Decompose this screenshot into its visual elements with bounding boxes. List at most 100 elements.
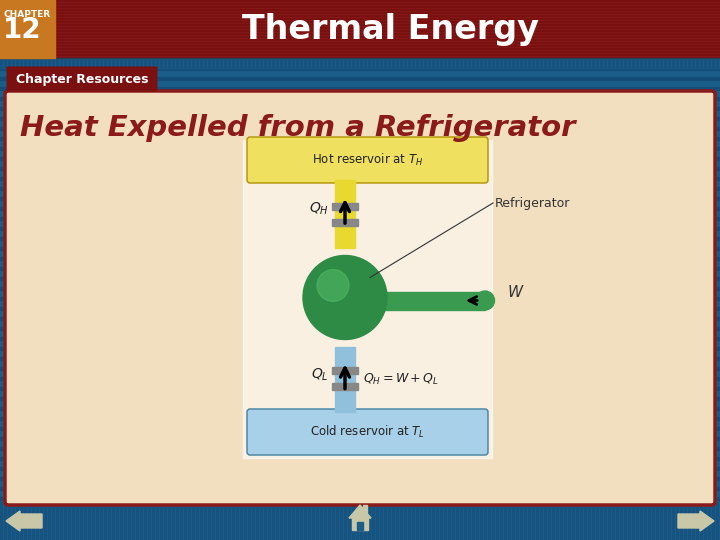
Bar xyxy=(0,527,720,530)
Bar xyxy=(0,132,720,135)
Bar xyxy=(120,58,122,68)
Bar xyxy=(432,502,434,540)
Bar xyxy=(0,192,720,195)
Bar xyxy=(0,182,720,185)
Bar xyxy=(536,58,538,68)
Bar xyxy=(0,97,720,100)
Bar xyxy=(512,58,514,68)
Bar xyxy=(508,58,510,68)
Bar xyxy=(448,58,450,68)
Bar xyxy=(8,502,10,540)
Bar xyxy=(524,502,526,540)
Bar xyxy=(0,297,720,300)
Bar xyxy=(0,292,720,295)
Bar xyxy=(80,502,82,540)
Circle shape xyxy=(475,291,495,310)
Bar xyxy=(708,502,710,540)
Bar xyxy=(492,58,494,68)
Bar xyxy=(308,58,310,68)
Bar xyxy=(0,27,720,28)
Bar xyxy=(104,58,106,68)
Bar xyxy=(156,502,158,540)
Bar xyxy=(696,502,698,540)
Bar xyxy=(596,502,598,540)
Bar xyxy=(424,58,426,68)
Bar xyxy=(0,507,720,510)
FancyBboxPatch shape xyxy=(247,409,488,455)
Bar xyxy=(552,58,554,68)
Bar xyxy=(20,502,22,540)
Bar xyxy=(0,492,720,495)
Bar xyxy=(340,58,342,68)
Text: Hot reservoir at $T_H$: Hot reservoir at $T_H$ xyxy=(312,152,423,168)
Bar xyxy=(0,312,720,315)
Bar xyxy=(88,58,90,68)
Bar xyxy=(572,58,574,68)
Bar xyxy=(392,58,394,68)
Bar xyxy=(588,502,590,540)
Bar xyxy=(636,502,638,540)
Bar xyxy=(264,58,266,68)
Bar xyxy=(0,382,720,385)
Bar xyxy=(80,58,82,68)
Bar xyxy=(0,9,720,10)
Bar xyxy=(36,58,38,68)
Bar xyxy=(0,472,720,475)
FancyBboxPatch shape xyxy=(247,137,488,183)
Bar xyxy=(256,502,258,540)
Bar xyxy=(192,58,194,68)
Bar xyxy=(444,58,446,68)
Bar xyxy=(504,502,506,540)
Text: Refrigerator: Refrigerator xyxy=(495,197,570,210)
Bar xyxy=(72,58,74,68)
Bar xyxy=(116,58,118,68)
Bar xyxy=(363,505,367,513)
Bar xyxy=(0,187,720,190)
Bar xyxy=(688,58,690,68)
Bar xyxy=(0,92,720,95)
Bar xyxy=(108,58,110,68)
Bar xyxy=(656,58,658,68)
Bar xyxy=(676,58,678,68)
Bar xyxy=(608,58,610,68)
Bar xyxy=(716,58,718,68)
Bar xyxy=(440,58,442,68)
Bar xyxy=(188,58,190,68)
Bar xyxy=(656,502,658,540)
Bar xyxy=(560,502,562,540)
Bar xyxy=(0,262,720,265)
Bar xyxy=(0,342,720,345)
Text: Cold reservoir at $T_L$: Cold reservoir at $T_L$ xyxy=(310,424,425,440)
Bar xyxy=(456,58,458,68)
Bar xyxy=(600,58,602,68)
Bar xyxy=(0,487,720,490)
Bar xyxy=(364,58,366,68)
Bar xyxy=(532,58,534,68)
Bar xyxy=(332,58,334,68)
Bar xyxy=(596,58,598,68)
Bar xyxy=(84,58,86,68)
Bar xyxy=(0,45,720,46)
Bar xyxy=(180,58,182,68)
Bar xyxy=(28,502,30,540)
Bar xyxy=(64,58,66,68)
Bar xyxy=(212,58,214,68)
Bar xyxy=(0,117,720,120)
Bar xyxy=(0,197,720,200)
Bar xyxy=(600,502,602,540)
Bar xyxy=(388,58,390,68)
Bar xyxy=(320,58,322,68)
Bar xyxy=(0,22,720,25)
Bar xyxy=(368,58,370,68)
Bar xyxy=(220,502,222,540)
Bar xyxy=(412,58,414,68)
Bar xyxy=(392,502,394,540)
Bar xyxy=(384,502,386,540)
Bar xyxy=(96,58,98,68)
Bar xyxy=(216,58,218,68)
Bar xyxy=(244,58,246,68)
Bar xyxy=(236,502,238,540)
Bar xyxy=(676,502,678,540)
Bar xyxy=(276,502,278,540)
Bar xyxy=(76,58,78,68)
